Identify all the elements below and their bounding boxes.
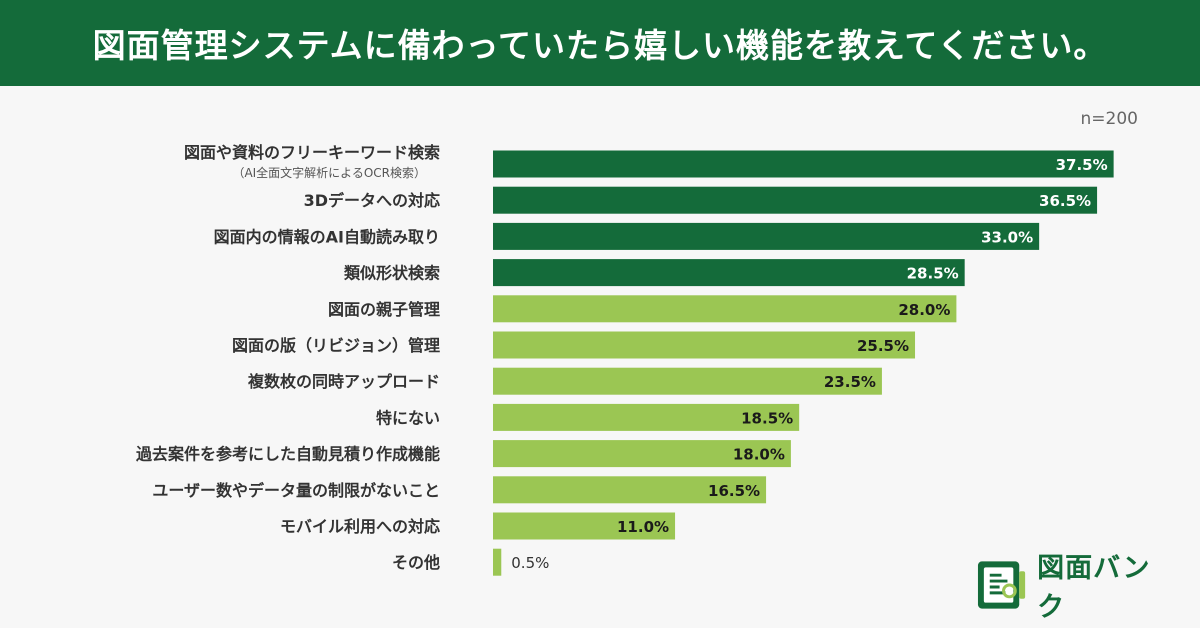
bar-5 (493, 295, 957, 323)
bar-11 (493, 512, 676, 540)
value-label-2: 36.5% (1039, 192, 1091, 210)
category-label-3: 図面内の情報のAI自動読み取り (214, 227, 440, 246)
value-label-9: 18.0% (733, 446, 785, 464)
bar-1 (493, 150, 1114, 178)
bar-6 (493, 331, 916, 359)
bar-10 (493, 476, 767, 504)
value-label-5: 28.0% (898, 301, 950, 319)
bar-3 (493, 222, 1040, 250)
brand-logo: 図面バンク (976, 553, 1176, 623)
category-sublabel-1: （AI全面文字解析によるOCR検索） (232, 165, 426, 180)
brand-name: 図面バンク (1037, 553, 1151, 623)
bar-8 (493, 403, 800, 431)
value-label-11: 11.0% (617, 518, 669, 536)
category-label-1: 図面や資料のフリーキーワード検索 (184, 143, 440, 162)
title-banner: 図面管理システムに備わっていたら嬉しい機能を教えてください。 (0, 0, 1200, 86)
category-label-7: 複数枚の同時アップロード (247, 372, 440, 391)
value-label-1: 37.5% (1056, 156, 1108, 174)
sample-size-note: n=200 (1080, 109, 1138, 129)
category-label-9: 過去案件を参考にした自動見積り作成機能 (135, 445, 440, 464)
category-label-5: 図面の親子管理 (328, 300, 440, 319)
bar-2 (493, 186, 1098, 214)
category-label-8: 特にない (376, 408, 440, 427)
category-label-12: その他 (392, 553, 440, 572)
value-label-12: 0.5% (511, 554, 549, 572)
value-label-6: 25.5% (857, 337, 909, 355)
blueprint-logo-icon (977, 561, 1026, 609)
value-label-8: 18.5% (741, 409, 793, 427)
category-label-10: ユーザー数やデータ量の制限がないこと (152, 481, 440, 500)
category-label-6: 図面の版（リビジョン）管理 (232, 336, 440, 355)
category-label-11: モバイル利用への対応 (280, 517, 440, 536)
value-label-4: 28.5% (907, 265, 959, 283)
bar-12 (493, 548, 502, 576)
value-label-7: 23.5% (824, 373, 876, 391)
bar-7 (493, 367, 882, 395)
category-label-4: 類似形状検索 (343, 264, 440, 283)
bar-4 (493, 259, 965, 287)
value-label-10: 16.5% (708, 482, 760, 500)
category-label-2: 3Dデータへの対応 (304, 191, 440, 210)
page-title: 図面管理システムに備わっていたら嬉しい機能を教えてください。 (92, 26, 1108, 65)
bar-9 (493, 440, 791, 468)
value-label-3: 33.0% (981, 228, 1033, 246)
